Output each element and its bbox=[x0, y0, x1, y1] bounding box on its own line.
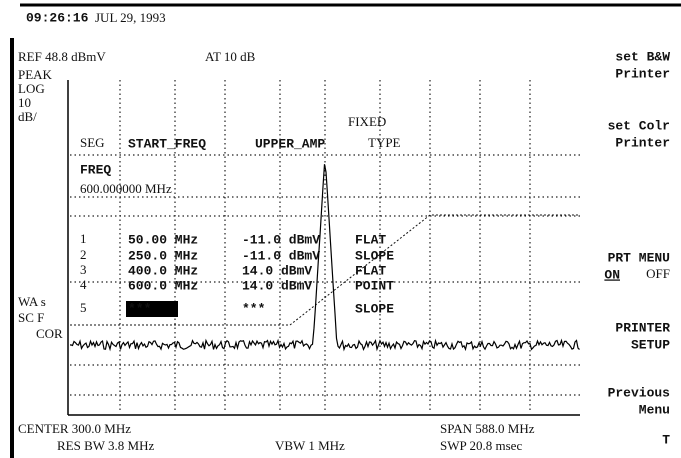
trace bbox=[69, 164, 580, 352]
row-cell: 1 bbox=[80, 231, 87, 246]
vbw: VBW 1 MHz bbox=[275, 438, 345, 453]
row-cell: 600.0 MHz bbox=[128, 278, 198, 293]
date: JUL 29, 1993 bbox=[95, 10, 166, 25]
left-label: SC F bbox=[18, 310, 44, 325]
row-cell: 250.0 MHz bbox=[128, 248, 198, 263]
left-label: LOG bbox=[18, 81, 45, 96]
row-cell: *** bbox=[128, 301, 151, 316]
row-cell: 400.0 MHz bbox=[128, 263, 198, 278]
res-bw: RES BW 3.8 MHz bbox=[57, 438, 154, 453]
row-cell: 2 bbox=[80, 247, 87, 262]
softkey-off: OFF bbox=[646, 266, 670, 281]
softkey-label[interactable]: SETUP bbox=[631, 337, 670, 352]
row-cell: 4 bbox=[80, 277, 87, 292]
span: SPAN 588.0 MHz bbox=[440, 421, 535, 436]
sweep: SWP 20.8 msec bbox=[440, 438, 522, 453]
row-cell: SLOPE bbox=[355, 248, 394, 263]
row-cell: 14.0 dBmV bbox=[242, 278, 312, 293]
col-type: TYPE bbox=[368, 135, 401, 150]
row-cell: -11.0 dBmV bbox=[242, 232, 320, 247]
row-cell: FLAT bbox=[355, 263, 386, 278]
softkey-label[interactable]: set B&W bbox=[615, 49, 670, 64]
fixed-label: FIXED bbox=[348, 114, 386, 129]
softkey-label[interactable]: PRINTER bbox=[615, 320, 670, 335]
row-cell: *** bbox=[242, 301, 265, 316]
softkey-label[interactable]: Menu bbox=[639, 402, 670, 417]
softkey-label[interactable]: PRT MENU bbox=[608, 250, 670, 265]
row-cell: 14.0 dBmV bbox=[242, 263, 312, 278]
row-cell: 50.00 MHz bbox=[128, 232, 198, 247]
col-upper: UPPER_AMP bbox=[255, 136, 325, 151]
col-start: START_FREQ bbox=[128, 136, 206, 151]
field-value: 600.000000 MHz bbox=[80, 181, 172, 196]
softkey-on: ON bbox=[604, 267, 620, 282]
row-cell: 5 bbox=[80, 300, 87, 315]
limit-line bbox=[70, 214, 580, 326]
softkey-label[interactable]: set Colr bbox=[608, 118, 670, 133]
softkey-label[interactable]: Previous bbox=[608, 385, 671, 400]
ref-level: REF 48.8 dBmV bbox=[18, 49, 106, 64]
col-seg: SEG bbox=[80, 135, 105, 150]
field-name: FREQ bbox=[80, 162, 111, 177]
row-cell: POINT bbox=[355, 278, 394, 293]
time: 09:26:16 bbox=[26, 10, 89, 25]
left-label: COR bbox=[36, 326, 63, 341]
row-cell: -11.0 dBmV bbox=[242, 248, 320, 263]
left-label: 10 bbox=[18, 95, 31, 110]
center-freq: CENTER 300.0 MHz bbox=[18, 421, 131, 436]
left-label: dB/ bbox=[18, 109, 37, 124]
softkey-label[interactable]: Printer bbox=[615, 135, 670, 150]
row-cell: FLAT bbox=[355, 232, 386, 247]
left-label: WA s bbox=[18, 294, 46, 309]
softkey-label[interactable]: T bbox=[662, 432, 670, 447]
row-cell: SLOPE bbox=[355, 301, 394, 316]
row-cell: 3 bbox=[80, 262, 87, 277]
softkey-label[interactable]: Printer bbox=[615, 66, 670, 81]
left-label: PEAK bbox=[18, 67, 53, 82]
cursor-box bbox=[126, 301, 178, 317]
attenuation: AT 10 dB bbox=[205, 49, 256, 64]
